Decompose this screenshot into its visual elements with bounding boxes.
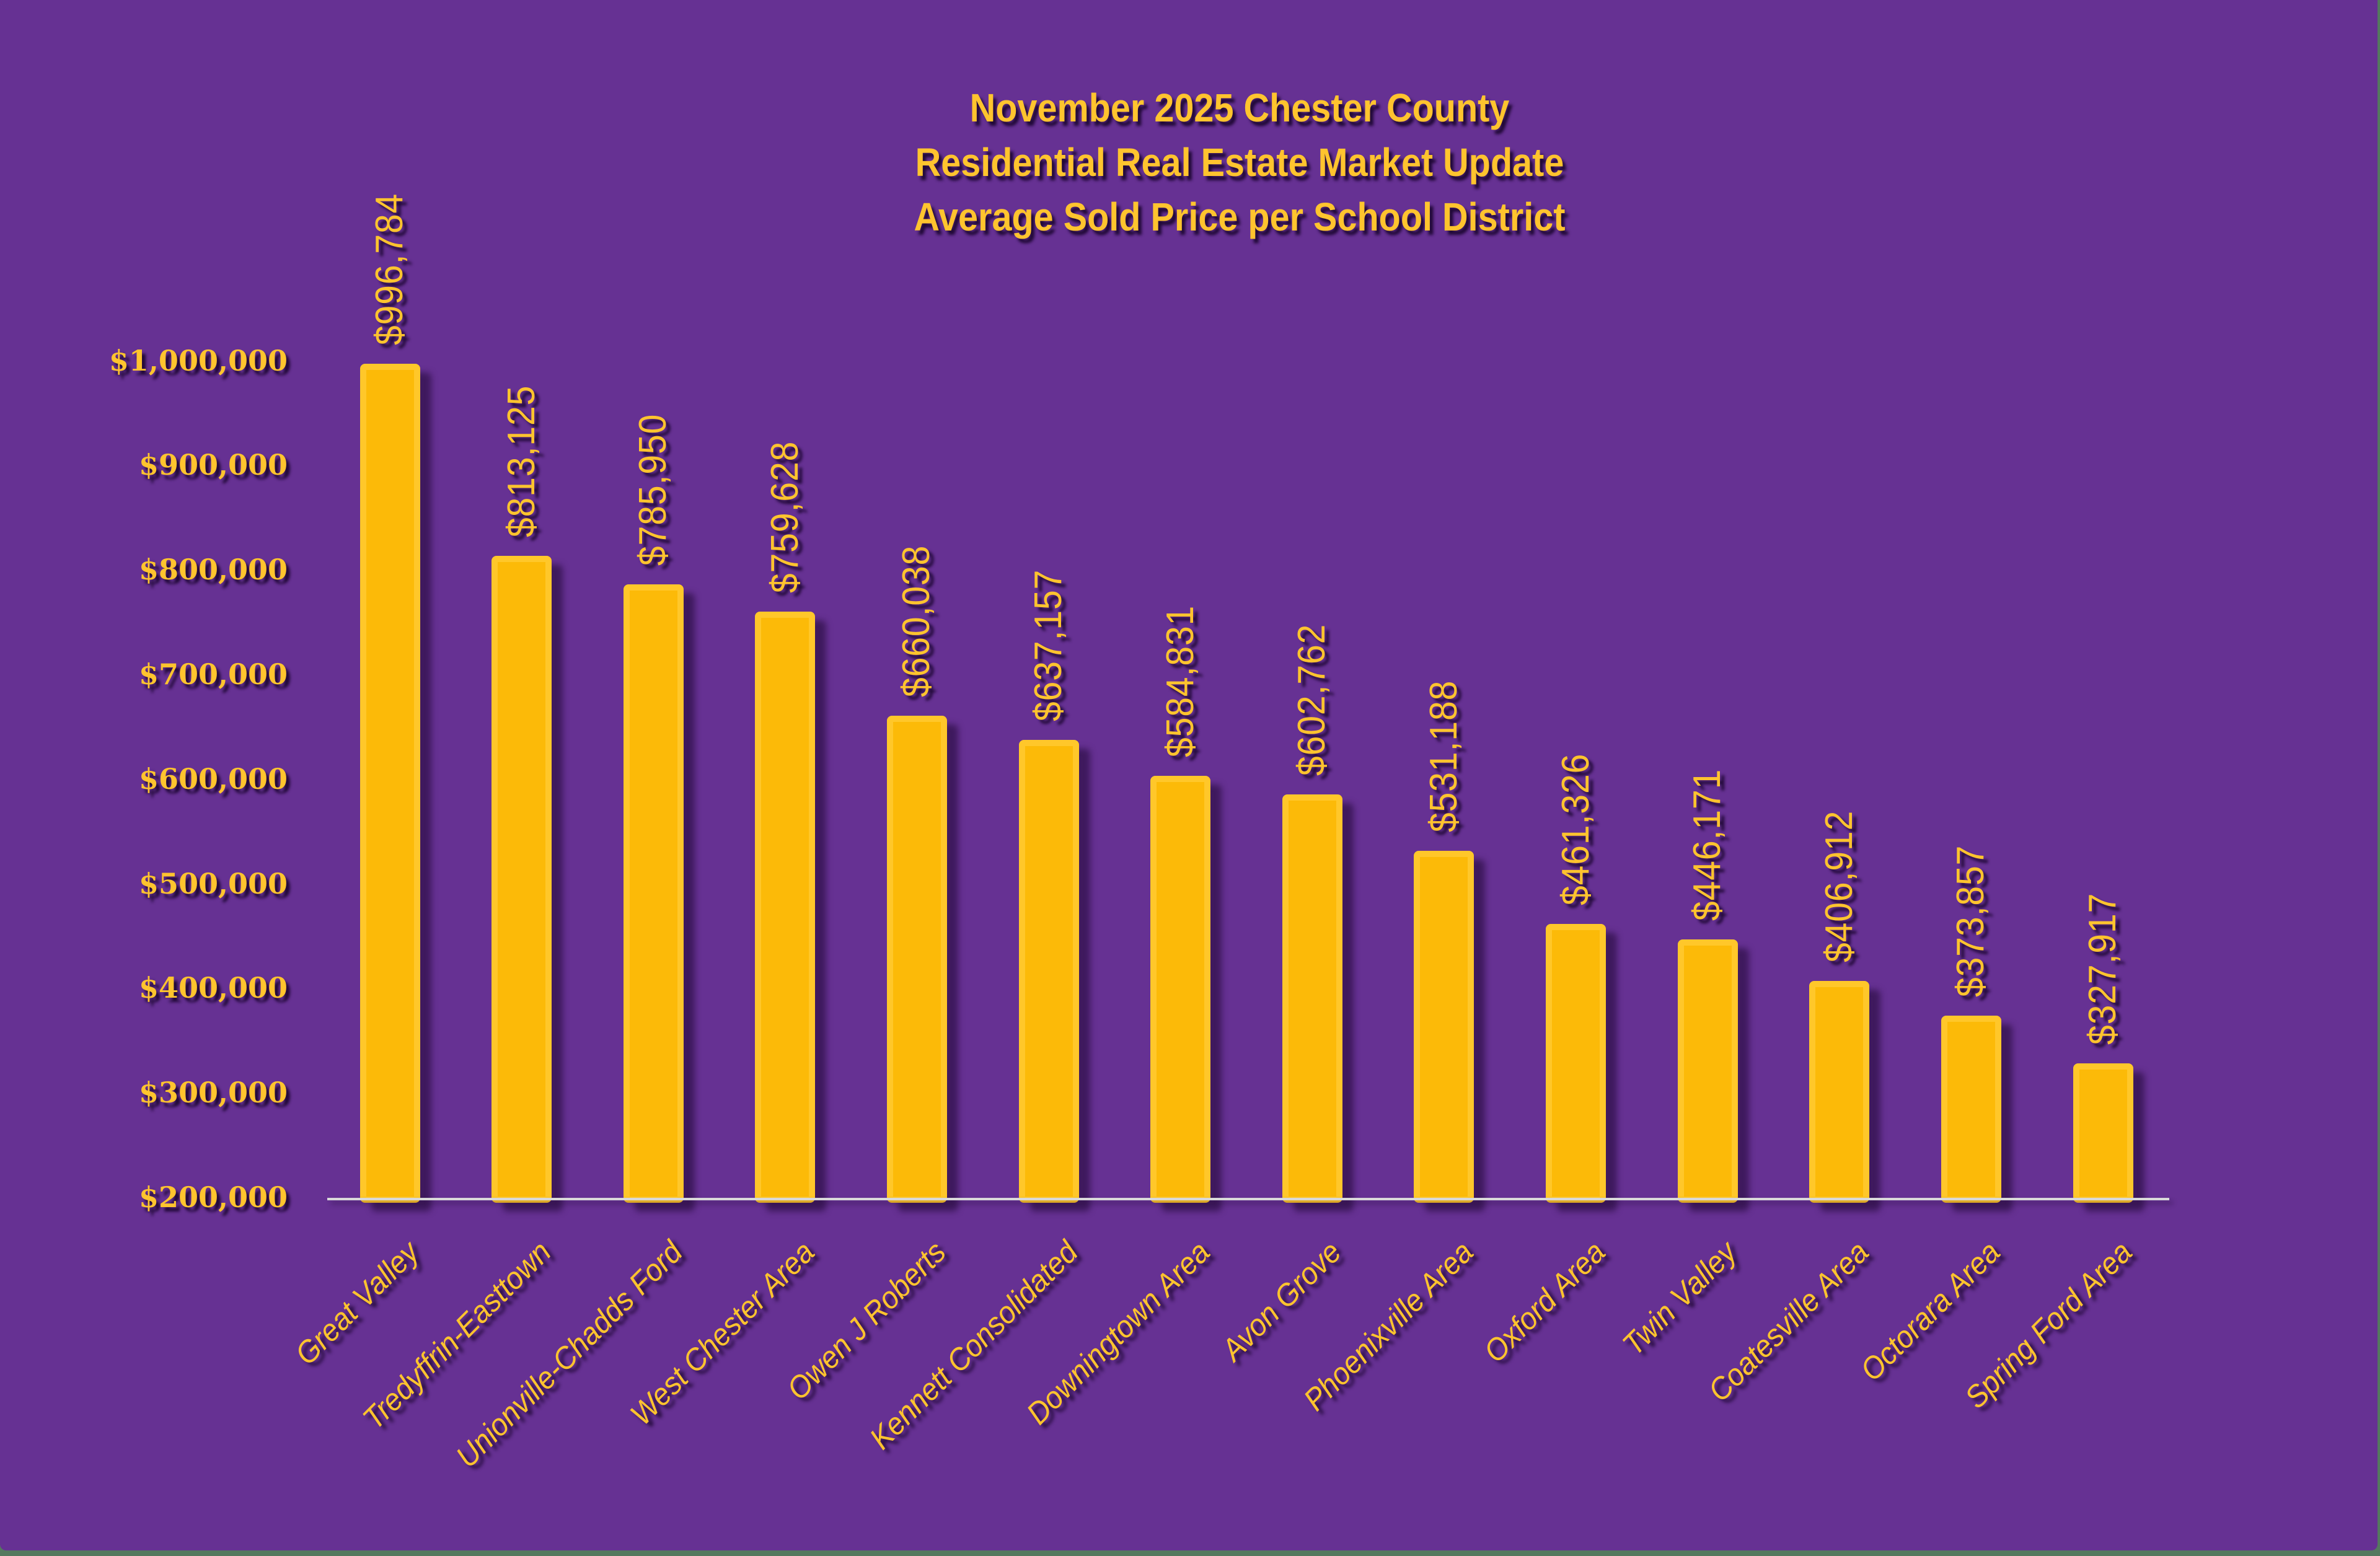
bar-value-label: $327,917 — [2081, 892, 2124, 1045]
chart-title-line-1: November 2025 Chester County — [969, 86, 1510, 130]
y-axis-tick-label: $800,000 — [138, 553, 288, 586]
bar-value-label: $406,912 — [1818, 810, 1861, 962]
bar — [2073, 1063, 2133, 1203]
bar — [1019, 740, 1079, 1203]
bar-value-label: $602,762 — [1290, 623, 1333, 776]
y-axis-tick-label: $1,000,000 — [108, 344, 288, 377]
bar — [1546, 924, 1606, 1203]
bar — [1414, 851, 1474, 1203]
y-axis-tick-label: $900,000 — [138, 448, 288, 481]
bar-value-label: $446,171 — [1686, 768, 1729, 921]
bar — [360, 364, 420, 1203]
y-axis-tick-label: $700,000 — [138, 657, 288, 691]
bar — [1150, 776, 1210, 1203]
chart-title-line-3: Average Sold Price per School District — [914, 195, 1566, 239]
bar — [1941, 1016, 2001, 1203]
bar — [887, 716, 947, 1203]
bar-value-label: $531,188 — [1422, 680, 1465, 832]
bar — [1678, 939, 1738, 1203]
bar — [755, 612, 815, 1203]
y-axis-tick-label: $400,000 — [138, 971, 288, 1004]
chart-title: November 2025 Chester County Residential… — [726, 81, 1753, 244]
bar-value-label: $637,157 — [1027, 569, 1070, 721]
bar — [491, 556, 552, 1203]
bar-value-label: $813,125 — [500, 385, 543, 537]
bar-value-label: $660,038 — [895, 545, 938, 697]
y-axis-tick-label: $500,000 — [138, 867, 288, 900]
bar — [624, 584, 684, 1203]
bar-value-label: $759,628 — [764, 441, 806, 593]
bar-value-label: $785,950 — [632, 413, 674, 566]
x-axis-baseline — [327, 1198, 2169, 1200]
bar-value-label: $373,857 — [1949, 845, 1992, 997]
x-axis-category-label: Great Valley — [288, 1234, 426, 1372]
bar-value-label: $461,326 — [1554, 753, 1597, 905]
y-axis-tick-label: $600,000 — [138, 762, 288, 796]
chart-title-line-2: Residential Real Estate Market Update — [915, 140, 1564, 185]
bar — [1282, 794, 1342, 1203]
bar — [1809, 981, 1869, 1203]
y-axis-tick-label: $200,000 — [138, 1180, 288, 1214]
bar-value-label: $996,784 — [368, 193, 411, 345]
y-axis-tick-label: $300,000 — [138, 1076, 288, 1109]
bar-value-label: $584,831 — [1159, 605, 1202, 757]
